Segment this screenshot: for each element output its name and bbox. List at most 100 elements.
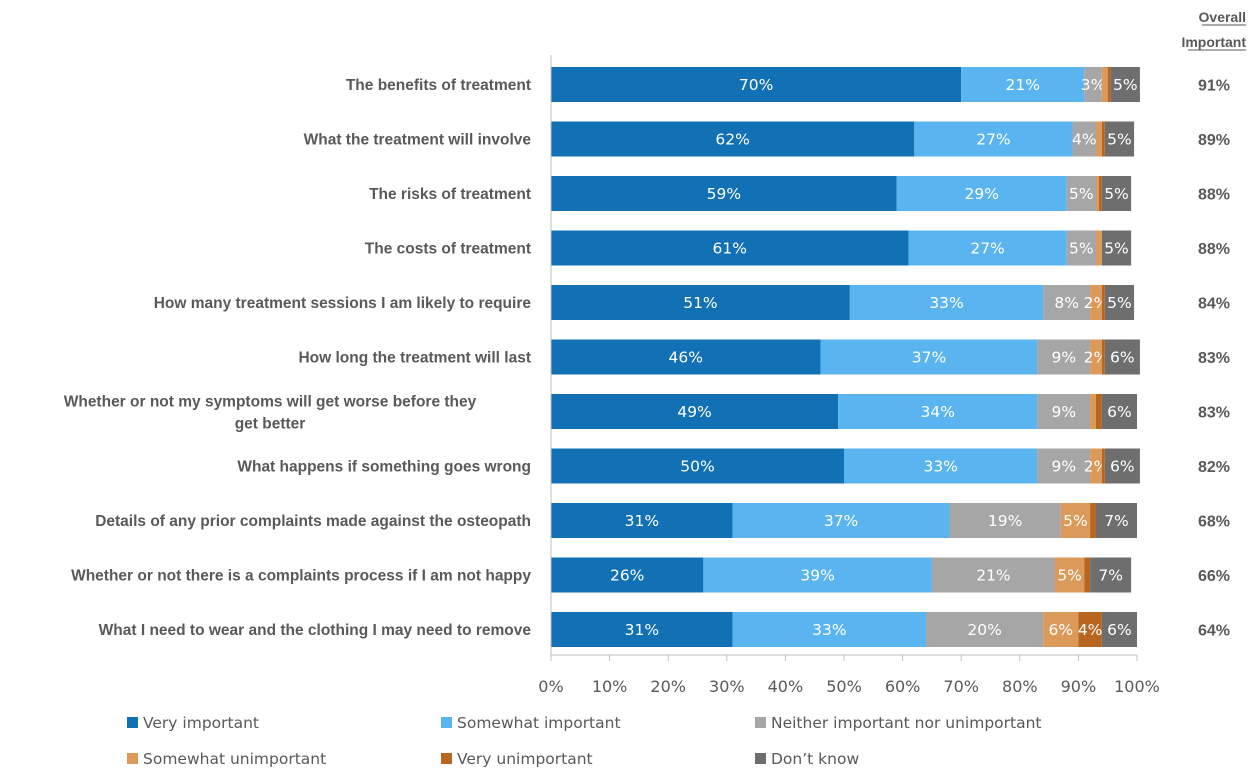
bar-segment [1095,230,1102,266]
bar-segment [1101,394,1137,429]
data-label: 61% [713,240,747,258]
bar-segment [1090,285,1102,320]
data-label: 62% [715,131,749,149]
bar-segment [1066,230,1096,266]
legend: Very important Somewhat important Neither … [127,714,1042,768]
bar-segment [551,285,850,320]
bar-segment [1090,557,1132,593]
data-label: 49% [677,403,711,421]
data-label: 37% [824,512,858,530]
data-label: 33% [923,458,957,476]
bar-segment [1090,503,1096,538]
data-label: 6% [1110,349,1135,367]
bar-segment [1101,121,1105,157]
category-label: The benefits of treatment [346,77,531,94]
x-tick-label: 20% [650,677,686,696]
overall-header-line1: Overall [1199,9,1246,25]
bar-segment [1101,339,1105,375]
bar-segment [551,503,733,538]
bar-segment [1101,612,1137,647]
data-label: 5% [1057,567,1082,585]
legend-label: Somewhat important [457,714,621,732]
x-axis: 0% 10% 20% 30% 40% 50% 60% 70% 80% 90% 100% [538,55,1160,696]
legend-item: Very important [127,714,259,732]
data-label: 5% [1113,76,1138,94]
bar-segment [820,339,1038,375]
legend-item: Somewhat unimportant [127,750,326,768]
data-label: 29% [964,185,998,203]
bar-segment [896,176,1067,211]
bars: 70% 21% 3% 5% 62% 27% 4% 5% 59% 29% 5% 5% 61% 27% 5% 5%… [551,67,1140,647]
data-label: 5% [1107,294,1132,312]
bar-segment [1095,503,1137,538]
bar-segment [1104,339,1140,375]
data-label: 27% [970,240,1004,258]
legend-swatch [441,753,452,764]
overall-important-value: 83% [1198,405,1230,422]
data-label: 6% [1107,403,1132,421]
x-tick-label: 80% [1002,677,1038,696]
bar-segment [838,394,1038,429]
category-label: Whether or not my symptoms will get wors… [64,394,477,433]
legend-item: Don’t know [755,750,859,768]
legend-label: Very unimportant [457,750,593,768]
data-label: 6% [1049,621,1074,639]
legend-swatch [755,717,766,728]
data-label: 21% [1006,76,1040,94]
overall-important-value: 82% [1198,459,1230,476]
overall-important-value: 66% [1198,568,1230,585]
x-tick-label: 50% [826,677,862,696]
data-label: 5% [1107,131,1132,149]
legend-swatch [441,717,452,728]
x-tick-label: 0% [538,677,563,696]
bar-segment [1084,557,1091,593]
bar-segment [1090,339,1102,375]
data-label: 19% [988,512,1022,530]
data-label: 5% [1063,512,1088,530]
bar-segment [1101,285,1105,320]
bar-segment [1101,230,1132,266]
data-label: 46% [669,349,703,367]
data-label: 34% [921,403,955,421]
legend-label: Very important [143,714,259,732]
legend-label: Don’t know [771,750,859,768]
x-tick-label: 10% [592,677,628,696]
bar-segment [1090,448,1102,484]
category-labels: The benefits of treatment What the treatm… [64,77,532,639]
bar-segment [551,448,844,484]
bar-segment [961,67,1085,102]
bar-segment [1095,394,1102,429]
bar-segment [1104,285,1135,320]
bar-segment [551,612,733,647]
legend-swatch [755,753,766,764]
bar-segment [1107,67,1111,102]
bar-segment [1072,121,1096,157]
category-label: What the treatment will involve [304,132,532,149]
category-label: The costs of treatment [365,241,531,258]
data-label: 39% [800,567,834,585]
legend-item: Somewhat important [441,714,621,732]
data-label: 33% [812,621,846,639]
data-label: 5% [1104,185,1129,203]
overall-important-value: 89% [1198,132,1230,149]
bar-segment [1095,121,1102,157]
bar-segment [551,121,915,157]
overall-important-value: 64% [1198,623,1230,640]
bar-segment [703,557,932,593]
data-label: 31% [625,621,659,639]
overall-important-value: 91% [1198,78,1230,95]
data-label: 37% [912,349,946,367]
bar-segment [1060,503,1091,538]
bar-segment [1104,121,1135,157]
category-label: What I need to wear and the clothing I m… [99,622,532,639]
bar-segment [732,503,950,538]
overall-important-value: 68% [1198,514,1230,531]
data-label: 26% [610,567,644,585]
data-label: 31% [625,512,659,530]
bar-segment [849,285,1044,320]
data-label: 7% [1098,567,1123,585]
category-label: Whether or not there is a complaints pro… [71,568,531,585]
data-label: 5% [1069,185,1094,203]
bar-segment [1037,394,1091,429]
